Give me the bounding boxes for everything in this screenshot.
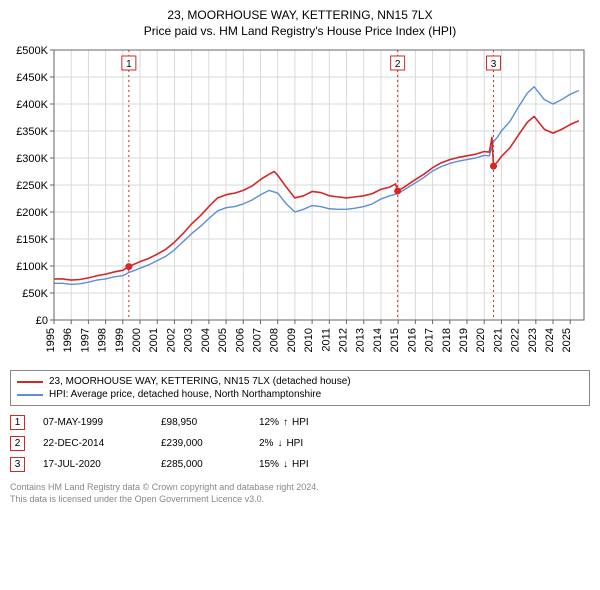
x-tick-label: 2020 [475,328,487,352]
x-tick-label: 2023 [527,328,539,352]
x-tick-label: 2007 [251,328,263,352]
transaction-date: 07-MAY-1999 [43,417,143,428]
y-tick-label: £150K [16,234,48,246]
y-tick-label: £450K [16,72,48,84]
x-tick-label: 2019 [458,328,470,352]
y-tick-label: £200K [16,207,48,219]
chart-marker-3: 3 [486,56,500,70]
transaction-delta-pct: 15% [259,459,279,470]
x-tick-label: 2018 [441,328,453,352]
transaction-row: 3 17-JUL-2020 £285,000 15% ↓ HPI [10,454,590,475]
x-tick-label: 1998 [97,328,109,352]
chart-marker-1: 1 [122,56,136,70]
transaction-price: £285,000 [161,459,241,470]
legend-swatch [17,381,43,383]
attribution-line-2: This data is licensed under the Open Gov… [10,493,590,505]
y-tick-label: £100K [16,261,48,273]
y-tick-label: £300K [16,153,48,165]
arrow-down-icon: ↓ [283,459,288,470]
svg-text:3: 3 [491,59,497,70]
x-tick-label: 2005 [217,328,229,352]
x-tick-label: 1996 [62,328,74,352]
x-tick-label: 2011 [320,328,332,352]
svg-text:2: 2 [395,59,401,70]
x-tick-label: 2001 [148,328,160,352]
attribution-line-1: Contains HM Land Registry data © Crown c… [10,481,590,493]
chart-title-address: 23, MOORHOUSE WAY, KETTERING, NN15 7LX [10,8,590,22]
y-tick-label: £500K [16,45,48,57]
chart-title-subtitle: Price paid vs. HM Land Registry's House … [10,24,590,38]
transaction-row: 1 07-MAY-1999 £98,950 12% ↑ HPI [10,412,590,433]
x-tick-label: 2002 [165,328,177,352]
legend: 23, MOORHOUSE WAY, KETTERING, NN15 7LX (… [10,370,590,406]
transaction-delta: 2% ↓ HPI [259,438,359,449]
x-tick-label: 2025 [561,328,573,352]
transaction-marker-box: 2 [10,436,25,451]
transaction-delta-vs: HPI [292,417,309,428]
chart-marker-2: 2 [391,56,405,70]
x-tick-label: 2004 [200,328,212,352]
legend-item: 23, MOORHOUSE WAY, KETTERING, NN15 7LX (… [17,375,583,388]
y-tick-label: £0 [36,315,48,327]
transaction-delta: 15% ↓ HPI [259,459,359,470]
y-tick-label: £50K [22,288,48,300]
legend-label: 23, MOORHOUSE WAY, KETTERING, NN15 7LX (… [49,376,351,387]
x-tick-label: 2013 [355,328,367,352]
x-tick-label: 2015 [389,328,401,352]
transaction-delta-pct: 12% [259,417,279,428]
y-tick-label: £350K [16,126,48,138]
x-tick-label: 2014 [372,328,384,352]
attribution: Contains HM Land Registry data © Crown c… [10,481,590,505]
transaction-delta-vs: HPI [286,438,303,449]
transaction-marker-box: 3 [10,457,25,472]
x-tick-label: 2022 [510,328,522,352]
price-chart: £0 £50K £100K £150K £200K £250K £300K £350K £400… [10,44,590,364]
x-tick-label: 2009 [286,328,298,352]
x-tick-label: 2016 [406,328,418,352]
transaction-delta-vs: HPI [292,459,309,470]
x-tick-label: 2010 [303,328,315,352]
y-tick-label: £400K [16,99,48,111]
x-tick-label: 2008 [269,328,281,352]
transaction-marker-box: 1 [10,415,25,430]
x-tick-label: 1999 [114,328,126,352]
x-tick-label: 2017 [424,328,436,352]
x-tick-label: 2021 [492,328,504,352]
transaction-date: 22-DEC-2014 [43,438,143,449]
x-tick-label: 2000 [131,328,143,352]
chart-canvas: £0 £50K £100K £150K £200K £250K £300K £350K £400… [10,44,590,364]
x-tick-label: 2003 [183,328,195,352]
svg-text:1: 1 [126,59,132,70]
x-tick-label: 1997 [79,328,91,352]
y-tick-label: £250K [16,180,48,192]
arrow-up-icon: ↑ [283,417,288,428]
x-tick-label: 1995 [45,328,57,352]
x-tick-label: 2012 [338,328,350,352]
legend-swatch [17,394,43,396]
transaction-delta-pct: 2% [259,438,273,449]
transaction-price: £239,000 [161,438,241,449]
legend-item: HPI: Average price, detached house, Nort… [17,388,583,401]
x-tick-label: 2006 [234,328,246,352]
transaction-row: 2 22-DEC-2014 £239,000 2% ↓ HPI [10,433,590,454]
transaction-delta: 12% ↑ HPI [259,417,359,428]
legend-label: HPI: Average price, detached house, Nort… [49,389,321,400]
transactions-table: 1 07-MAY-1999 £98,950 12% ↑ HPI 2 22-DEC-2014 £2… [10,412,590,475]
transaction-price: £98,950 [161,417,241,428]
x-tick-label: 2024 [544,328,556,352]
arrow-down-icon: ↓ [277,438,282,449]
transaction-date: 17-JUL-2020 [43,459,143,470]
